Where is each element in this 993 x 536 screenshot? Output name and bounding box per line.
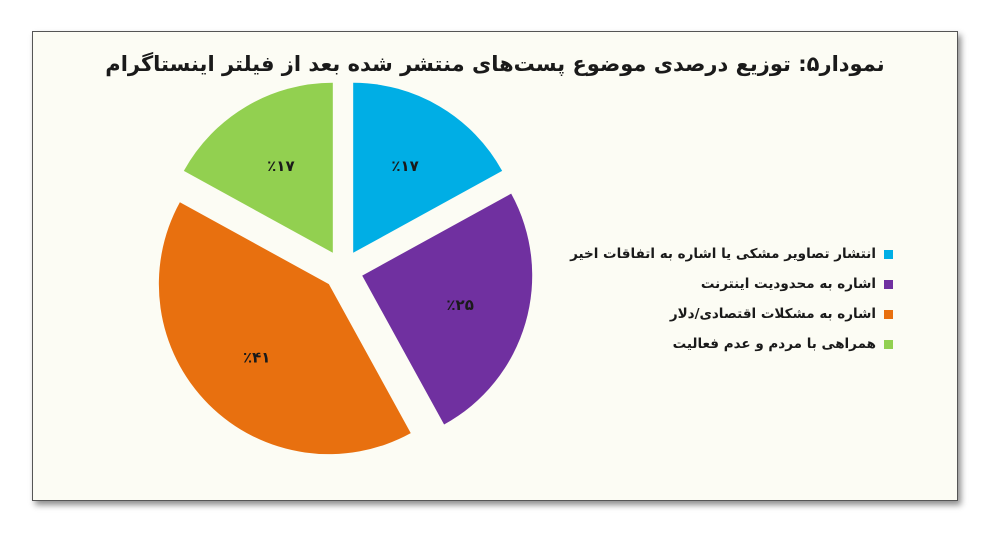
chart-title: نمودار۵: توزیع درصدی موضوع پست‌های منتشر… bbox=[105, 52, 885, 76]
pie-chart: ٪۱۷ ٪۲۵ ٪۴۱ ٪۱۷ bbox=[158, 82, 533, 455]
legend-item-4: همراهی با مردم و عدم فعالیت bbox=[661, 329, 893, 359]
legend-item-1: انتشار تصاویر مشکی یا اشاره به اتفاقات ا… bbox=[570, 239, 893, 269]
pie-slice-1 bbox=[353, 82, 503, 253]
pie-slice-4 bbox=[183, 82, 333, 253]
chart-frame: نمودار۵: توزیع درصدی موضوع پست‌های منتشر… bbox=[32, 31, 958, 501]
legend-swatch bbox=[884, 249, 893, 259]
legend-swatch bbox=[884, 309, 893, 319]
legend-label: اشاره به محدودیت اینترنت bbox=[700, 276, 876, 292]
legend-item-2: اشاره به محدودیت اینترنت bbox=[661, 269, 893, 299]
legend-swatch bbox=[884, 279, 893, 289]
legend-item-3: اشاره به مشکلات اقتصادی/دلار bbox=[661, 299, 893, 329]
chart-legend: انتشار تصاویر مشکی یا اشاره به اتفاقات ا… bbox=[570, 239, 893, 359]
legend-label: همراهی با مردم و عدم فعالیت bbox=[672, 336, 876, 352]
pie-slice-2 bbox=[362, 193, 533, 425]
pie-data-label-4: ٪۱۷ bbox=[267, 157, 294, 175]
pie-data-label-2: ٪۲۵ bbox=[446, 296, 473, 314]
legend-label: اشاره به مشکلات اقتصادی/دلار bbox=[669, 306, 876, 322]
pie-data-label-1: ٪۱۷ bbox=[391, 157, 418, 175]
pie-data-label-3: ٪۴۱ bbox=[243, 348, 270, 366]
legend-label: انتشار تصاویر مشکی یا اشاره به اتفاقات ا… bbox=[570, 246, 876, 262]
legend-swatch bbox=[884, 339, 893, 349]
pie-slice-3 bbox=[158, 202, 411, 455]
